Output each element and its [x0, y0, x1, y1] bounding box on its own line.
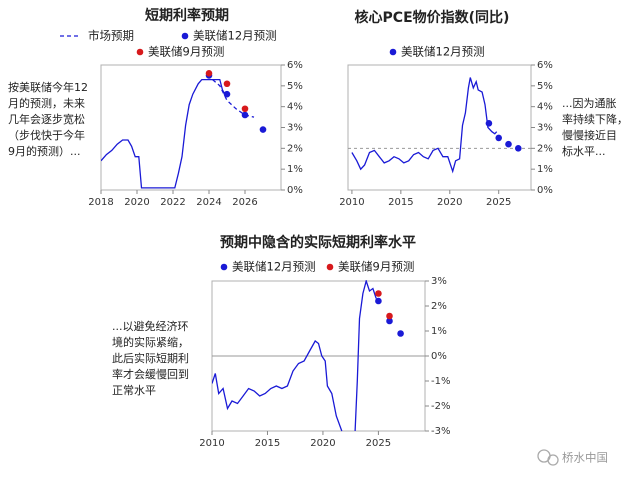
line [212, 280, 377, 432]
x-tick-label: 2025 [366, 438, 391, 449]
line [351, 77, 498, 174]
forecast-dot [514, 145, 522, 152]
x-tick-label: 2015 [255, 438, 280, 449]
forecast-dot [386, 312, 393, 320]
chart-title: 核心PCE物价指数(同比) [355, 9, 510, 26]
watermark-icon [537, 449, 559, 466]
legend-label: 美联储12月预测 [193, 29, 277, 43]
line [101, 78, 227, 189]
annotation: ...以避免经济环 [112, 319, 189, 333]
x-tick-label: 2025 [486, 197, 511, 208]
forecast-dot [241, 105, 249, 113]
annotation: 正常水平 [112, 384, 156, 397]
y-tick-label: 3% [537, 123, 553, 134]
forecast-dot [259, 126, 267, 133]
x-tick-label: 2024 [196, 197, 221, 208]
y-tick-label: 1% [431, 326, 447, 337]
y-tick-label: 1% [287, 164, 303, 175]
y-tick-label: 4% [287, 102, 303, 113]
annotation: 标水平... [562, 144, 606, 158]
annotation: 慢慢接近目 [562, 129, 617, 142]
forecast-dot [485, 120, 493, 127]
annotation: ...因为通胀 [562, 97, 617, 110]
y-tick-label: 2% [537, 143, 553, 154]
y-tick-label: 0% [287, 185, 303, 196]
annotation: 9月的预测）... [8, 144, 81, 158]
y-tick-label: 0% [537, 185, 553, 196]
forecast-dot [205, 70, 213, 77]
legend-label: 美联储9月预测 [338, 260, 414, 274]
annotation: 此后实际短期利 [112, 351, 189, 365]
y-tick-label: 4% [537, 102, 553, 113]
x-tick-label: 2010 [199, 438, 224, 449]
forecast-dot [241, 111, 249, 119]
legend-marker [220, 263, 228, 271]
y-tick-label: 0% [431, 351, 447, 362]
x-tick-label: 2022 [160, 197, 185, 208]
forecast-dot [223, 80, 231, 88]
y-tick-label: -2% [431, 401, 450, 412]
legend-marker [326, 263, 334, 271]
annotation: 境的实际紧缩， [112, 335, 189, 349]
forecast-dot [495, 134, 503, 142]
y-tick-label: 2% [431, 301, 447, 312]
y-tick-label: 6% [287, 60, 303, 71]
chart-title: 预期中隐含的实际短期利率水平 [220, 234, 416, 251]
watermark: 桥水中国 [562, 451, 608, 465]
legend-label: 美联储9月预测 [148, 45, 224, 59]
legend-label: 美联储12月预测 [401, 45, 485, 59]
plot-frame [347, 64, 532, 191]
annotation: （步伐快于今年 [8, 128, 85, 142]
y-tick-label: 6% [537, 60, 553, 71]
y-tick-label: 5% [537, 81, 553, 92]
forecast-dot [505, 140, 512, 148]
y-tick-label: 2% [287, 143, 303, 154]
forecast-dot [397, 330, 404, 337]
forecast-dot [386, 317, 393, 325]
legend-label: 市场预期 [88, 29, 134, 43]
legend-label: 美联储12月预测 [232, 260, 316, 274]
x-tick-label: 2010 [339, 197, 364, 208]
dashed-line [212, 79, 255, 118]
annotation: 率持续下降， [562, 112, 628, 126]
annotation: 率才会缓慢回到 [112, 367, 189, 381]
y-tick-label: -1% [431, 376, 450, 387]
x-tick-label: 2020 [310, 438, 335, 449]
annotation: 几年会逐步宽松 [8, 112, 85, 126]
forecast-dot [375, 297, 382, 305]
legend-marker [136, 48, 144, 56]
y-tick-label: 3% [431, 276, 447, 287]
annotation: 月的预测，未来 [8, 96, 85, 110]
forecast-dot [223, 90, 231, 98]
y-tick-label: 3% [287, 123, 303, 134]
x-tick-label: 2020 [124, 197, 149, 208]
x-tick-label: 2026 [232, 197, 257, 208]
x-tick-label: 2015 [388, 197, 413, 208]
y-tick-label: 1% [537, 164, 553, 175]
legend-marker [389, 48, 397, 56]
y-tick-label: 5% [287, 81, 303, 92]
y-tick-label: -3% [431, 426, 450, 437]
chart-title: 短期利率预期 [145, 7, 229, 24]
plot-frame [100, 64, 282, 191]
annotation: 按美联储今年12 [8, 80, 88, 94]
legend-marker [181, 32, 189, 40]
x-tick-label: 2018 [88, 197, 113, 208]
forecast-dot [375, 290, 382, 297]
x-tick-label: 2020 [437, 197, 462, 208]
